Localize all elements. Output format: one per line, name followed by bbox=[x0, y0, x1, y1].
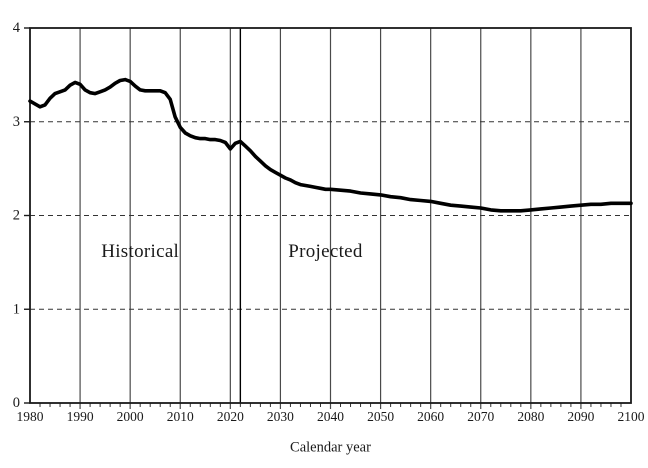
y-tick-label-4: 4 bbox=[13, 20, 21, 36]
data-curve-covered-workers-per-beneficiary bbox=[28, 77, 633, 213]
x-tick-label-2070: 2070 bbox=[467, 409, 494, 424]
y-tick-label-3: 3 bbox=[13, 114, 20, 130]
x-tick-label-1990: 1990 bbox=[67, 409, 94, 424]
x-tick-label-2050: 2050 bbox=[367, 409, 394, 424]
plot-frame bbox=[29, 27, 632, 404]
y-tick-label-0: 0 bbox=[13, 395, 20, 411]
x-tick-label-2030: 2030 bbox=[267, 409, 294, 424]
x-tick-label-2090: 2090 bbox=[567, 409, 594, 424]
x-tick-label-2020: 2020 bbox=[217, 409, 244, 424]
x-tick-label-2000: 2000 bbox=[117, 409, 144, 424]
x-tick-label-2040: 2040 bbox=[317, 409, 344, 424]
x-tick-label-2100: 2100 bbox=[618, 409, 645, 424]
x-tick-label-2010: 2010 bbox=[167, 409, 194, 424]
historical-label: Historical bbox=[101, 241, 180, 263]
y-tick-label-2: 2 bbox=[13, 208, 20, 224]
projected-label: Projected bbox=[288, 241, 363, 263]
y-tick-label-1: 1 bbox=[13, 301, 20, 317]
x-axis-title: Calendar year bbox=[290, 439, 371, 456]
x-tick-label-2080: 2080 bbox=[517, 409, 544, 424]
x-tick-label-1980: 1980 bbox=[17, 409, 44, 424]
x-tick-label-2060: 2060 bbox=[417, 409, 444, 424]
